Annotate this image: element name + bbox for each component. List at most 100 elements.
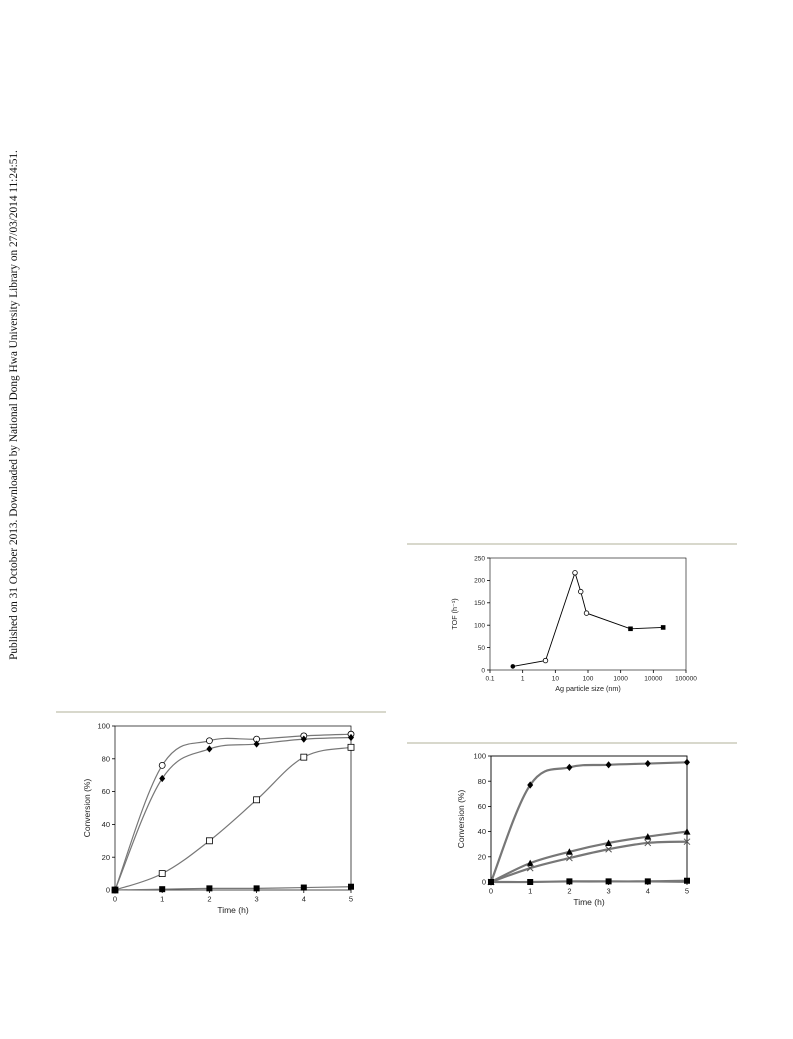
x-tick-label: 5 <box>349 895 353 904</box>
data-point <box>300 884 307 891</box>
data-point <box>566 854 573 862</box>
conversion-chart-left: 0 1 2 3 4 5 0 20 40 60 80 100 Time (h) Conversion (%) <box>82 720 372 915</box>
data-point <box>253 885 260 892</box>
data-point <box>565 848 573 855</box>
y-tick-label: 20 <box>478 852 486 861</box>
x-axis-label: Time (h) <box>217 905 248 915</box>
data-point <box>566 878 573 885</box>
data-point <box>527 879 534 885</box>
x-tick-label: 3 <box>607 887 611 896</box>
data-point <box>206 837 213 845</box>
y-tick-label: 20 <box>102 853 110 862</box>
conversion_left-plot: 0 1 2 3 4 5 0 20 40 60 80 100 Time (h) Conversion (%) <box>82 722 355 915</box>
y-tick-label: 100 <box>474 622 485 629</box>
series-line <box>489 761 688 883</box>
series-line <box>114 886 352 891</box>
conversion-chart-right-svg: 0 1 2 3 4 5 0 20 40 60 80 100 Time (h) Conversion (%) <box>456 752 691 907</box>
x-tick-label: 10000 <box>644 676 662 683</box>
data-point <box>488 879 494 885</box>
data-point <box>206 885 213 892</box>
x-tick-label: 0 <box>489 887 493 896</box>
download-notice: Published on 31 October 2013. Downloaded… <box>7 150 21 660</box>
divider-top-right <box>407 543 737 545</box>
y-tick-label: 100 <box>97 722 110 731</box>
data-point <box>526 859 534 867</box>
data-point <box>206 737 213 745</box>
y-tick-label: 250 <box>474 555 485 562</box>
conversion_right-plot: 0 1 2 3 4 5 0 20 40 60 80 100 Time (h) Conversion (%) <box>456 752 691 907</box>
y-tick-label: 40 <box>102 820 110 829</box>
x-axis-label: Ag particle size (nm) <box>555 684 621 693</box>
series-line <box>114 736 352 891</box>
x-tick-label: 4 <box>302 895 306 904</box>
data-point <box>510 664 516 669</box>
series-line <box>490 840 688 884</box>
data-point <box>158 870 166 878</box>
y-tick-label: 50 <box>478 645 486 652</box>
data-point <box>628 626 633 632</box>
data-point <box>566 763 573 771</box>
conversion-chart-left-svg: 0 1 2 3 4 5 0 20 40 60 80 100 Time (h) Conversion (%) <box>82 722 355 915</box>
data-point <box>683 828 691 835</box>
data-point <box>644 878 651 885</box>
y-tick-label: 150 <box>474 600 485 607</box>
data-point <box>578 588 584 595</box>
y-axis-label: TOF (h⁻¹) <box>450 598 459 629</box>
series-line <box>490 830 688 883</box>
series-line <box>490 879 688 884</box>
x-tick-label: 10 <box>552 676 560 683</box>
y-tick-label: 40 <box>478 827 486 836</box>
series-line <box>114 746 352 891</box>
data-point <box>206 745 213 753</box>
x-tick-label: 1 <box>160 895 164 904</box>
x-tick-label: 4 <box>646 887 650 896</box>
x-tick-label: 0.1 <box>485 676 494 683</box>
data-point <box>644 839 652 847</box>
x-tick-label: 1 <box>521 676 525 683</box>
x-tick-label: 3 <box>255 895 259 904</box>
data-point <box>347 743 355 751</box>
data-point <box>644 759 651 768</box>
x-axis-label: Time (h) <box>573 897 604 907</box>
divider-bottom-right <box>407 742 737 744</box>
data-point <box>684 758 690 766</box>
y-axis-label: Conversion (%) <box>456 790 466 849</box>
plot-frame <box>114 725 352 891</box>
y-tick-label: 0 <box>482 878 486 887</box>
x-tick-label: 2 <box>207 895 211 904</box>
y-tick-label: 100 <box>473 752 486 761</box>
divider-bottom-left <box>56 711 386 713</box>
data-point <box>159 886 166 893</box>
y-tick-label: 60 <box>102 787 110 796</box>
y-tick-label: 60 <box>478 802 486 811</box>
data-point <box>605 878 612 885</box>
y-tick-label: 0 <box>481 667 485 674</box>
x-tick-label: 100 <box>583 676 594 683</box>
data-point <box>644 833 652 840</box>
data-point <box>300 735 307 743</box>
tof-chart: 0.1 1 10 100 1000 10000 100000 0 50 100 150 200 250 A… <box>440 552 700 693</box>
series-line <box>512 571 664 667</box>
tof-chart-svg: 0.1 1 10 100 1000 10000 100000 0 50 100 150 200 250 A… <box>450 555 697 693</box>
x-tick-label: 0 <box>113 895 117 904</box>
data-point <box>683 838 691 846</box>
data-point <box>605 761 612 769</box>
plot-frame <box>490 755 688 883</box>
data-point <box>253 796 261 804</box>
data-point <box>684 877 690 884</box>
y-tick-label: 80 <box>478 777 486 786</box>
data-point <box>112 887 118 893</box>
data-point <box>526 864 534 872</box>
data-point <box>605 845 612 853</box>
data-point <box>542 657 549 664</box>
tof_vs_size-plot: 0.1 1 10 100 1000 10000 100000 0 50 100 150 200 250 A… <box>450 555 697 693</box>
download-notice-text: Published on 31 October 2013. Downloaded… <box>8 150 20 660</box>
y-tick-label: 200 <box>474 578 485 585</box>
x-tick-label: 5 <box>685 887 689 896</box>
data-point <box>660 625 666 630</box>
data-point <box>300 753 308 761</box>
conversion-chart-right: 0 1 2 3 4 5 0 20 40 60 80 100 Time (h) Conversion (%) <box>440 750 710 918</box>
y-tick-label: 80 <box>102 754 110 763</box>
data-point <box>572 570 578 576</box>
y-axis-label: Conversion (%) <box>82 779 92 838</box>
